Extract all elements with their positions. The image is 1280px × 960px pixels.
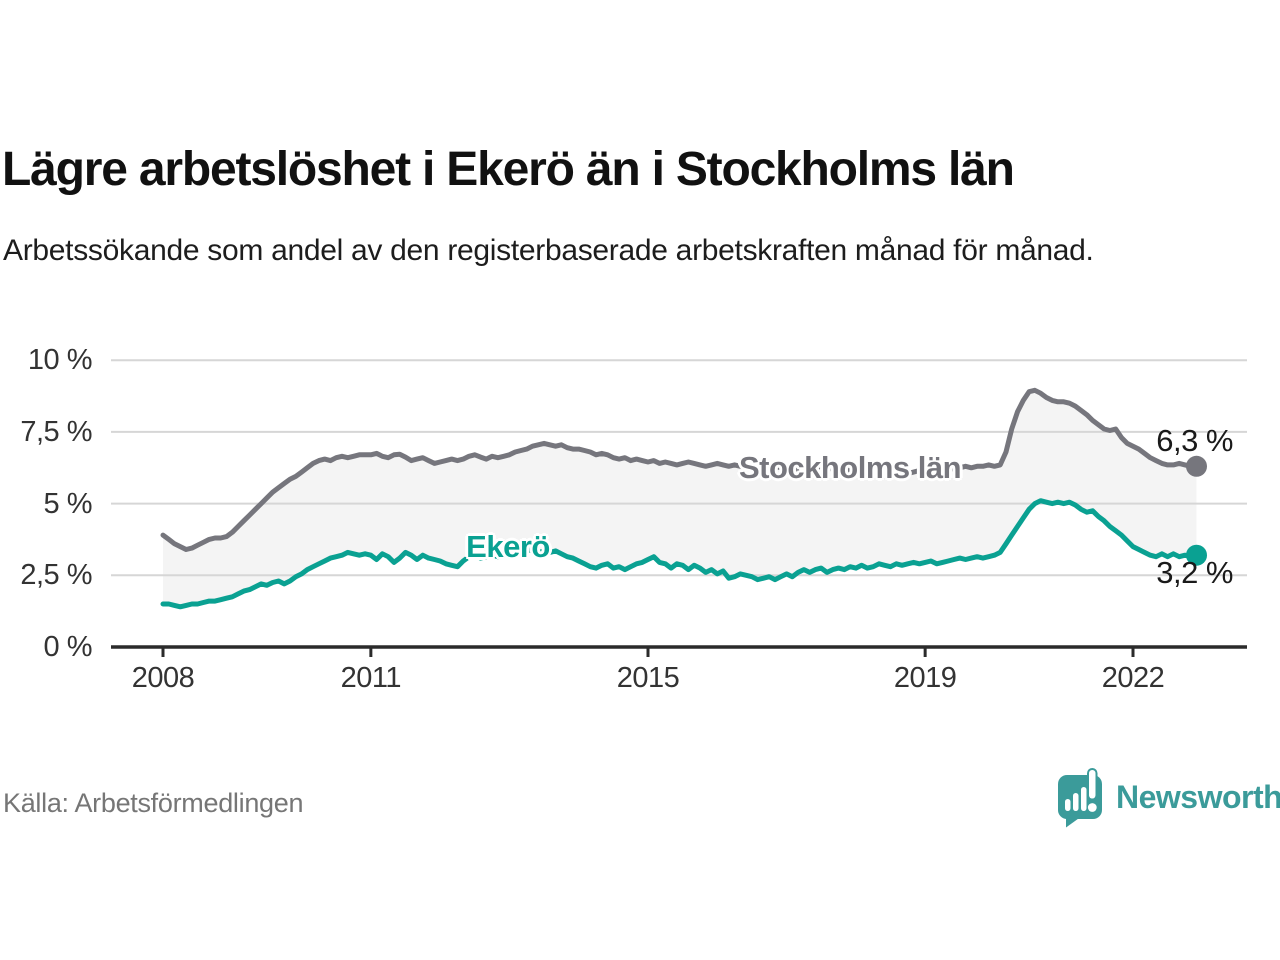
series-line: [160, 387, 1199, 552]
x-axis-tick-label: 2022: [1101, 662, 1165, 694]
x-axis-tick-label: 2011: [340, 662, 402, 694]
series-line: [160, 498, 1199, 610]
y-axis-tick-label: 10 %: [27, 344, 93, 377]
x-axis-tick-label: 2015: [616, 662, 680, 694]
source-note: Källa: Arbetsförmedlingen: [3, 788, 304, 818]
bar-chart-bubble-icon: [1058, 768, 1102, 828]
newsworthy-brand: Newsworthy: [1056, 768, 1280, 830]
series-end-dot: [1186, 455, 1207, 477]
x-axis-tick-label: 2008: [131, 662, 195, 694]
series-band: [163, 390, 1197, 607]
x-axis-tick-label: 2019: [893, 662, 957, 694]
y-axis-tick-label: 0 %: [43, 631, 93, 663]
series-label-stockholms-lan: Stockholms län: [738, 450, 962, 485]
y-axis-tick-label: 2,5 %: [20, 559, 92, 592]
y-axis-tick-label: 7,5 %: [20, 415, 92, 448]
end-value-label-ekero: 3,2 %: [1156, 555, 1233, 590]
y-axis-tick-label: 5 %: [43, 487, 93, 520]
chart-subtitle: Arbetssökande som andel av den registerb…: [3, 234, 1094, 267]
page-title: Lägre arbetslöshet i Ekerö än i Stockhol…: [2, 143, 1015, 196]
series-label-ekero: Ekerö: [466, 529, 550, 564]
brand-name: Newsworthy: [1116, 778, 1280, 815]
series-end-dot: [1186, 544, 1207, 566]
end-value-label-stockholms-lan: 6,3 %: [1156, 423, 1233, 458]
plot-area: [111, 359, 1247, 657]
